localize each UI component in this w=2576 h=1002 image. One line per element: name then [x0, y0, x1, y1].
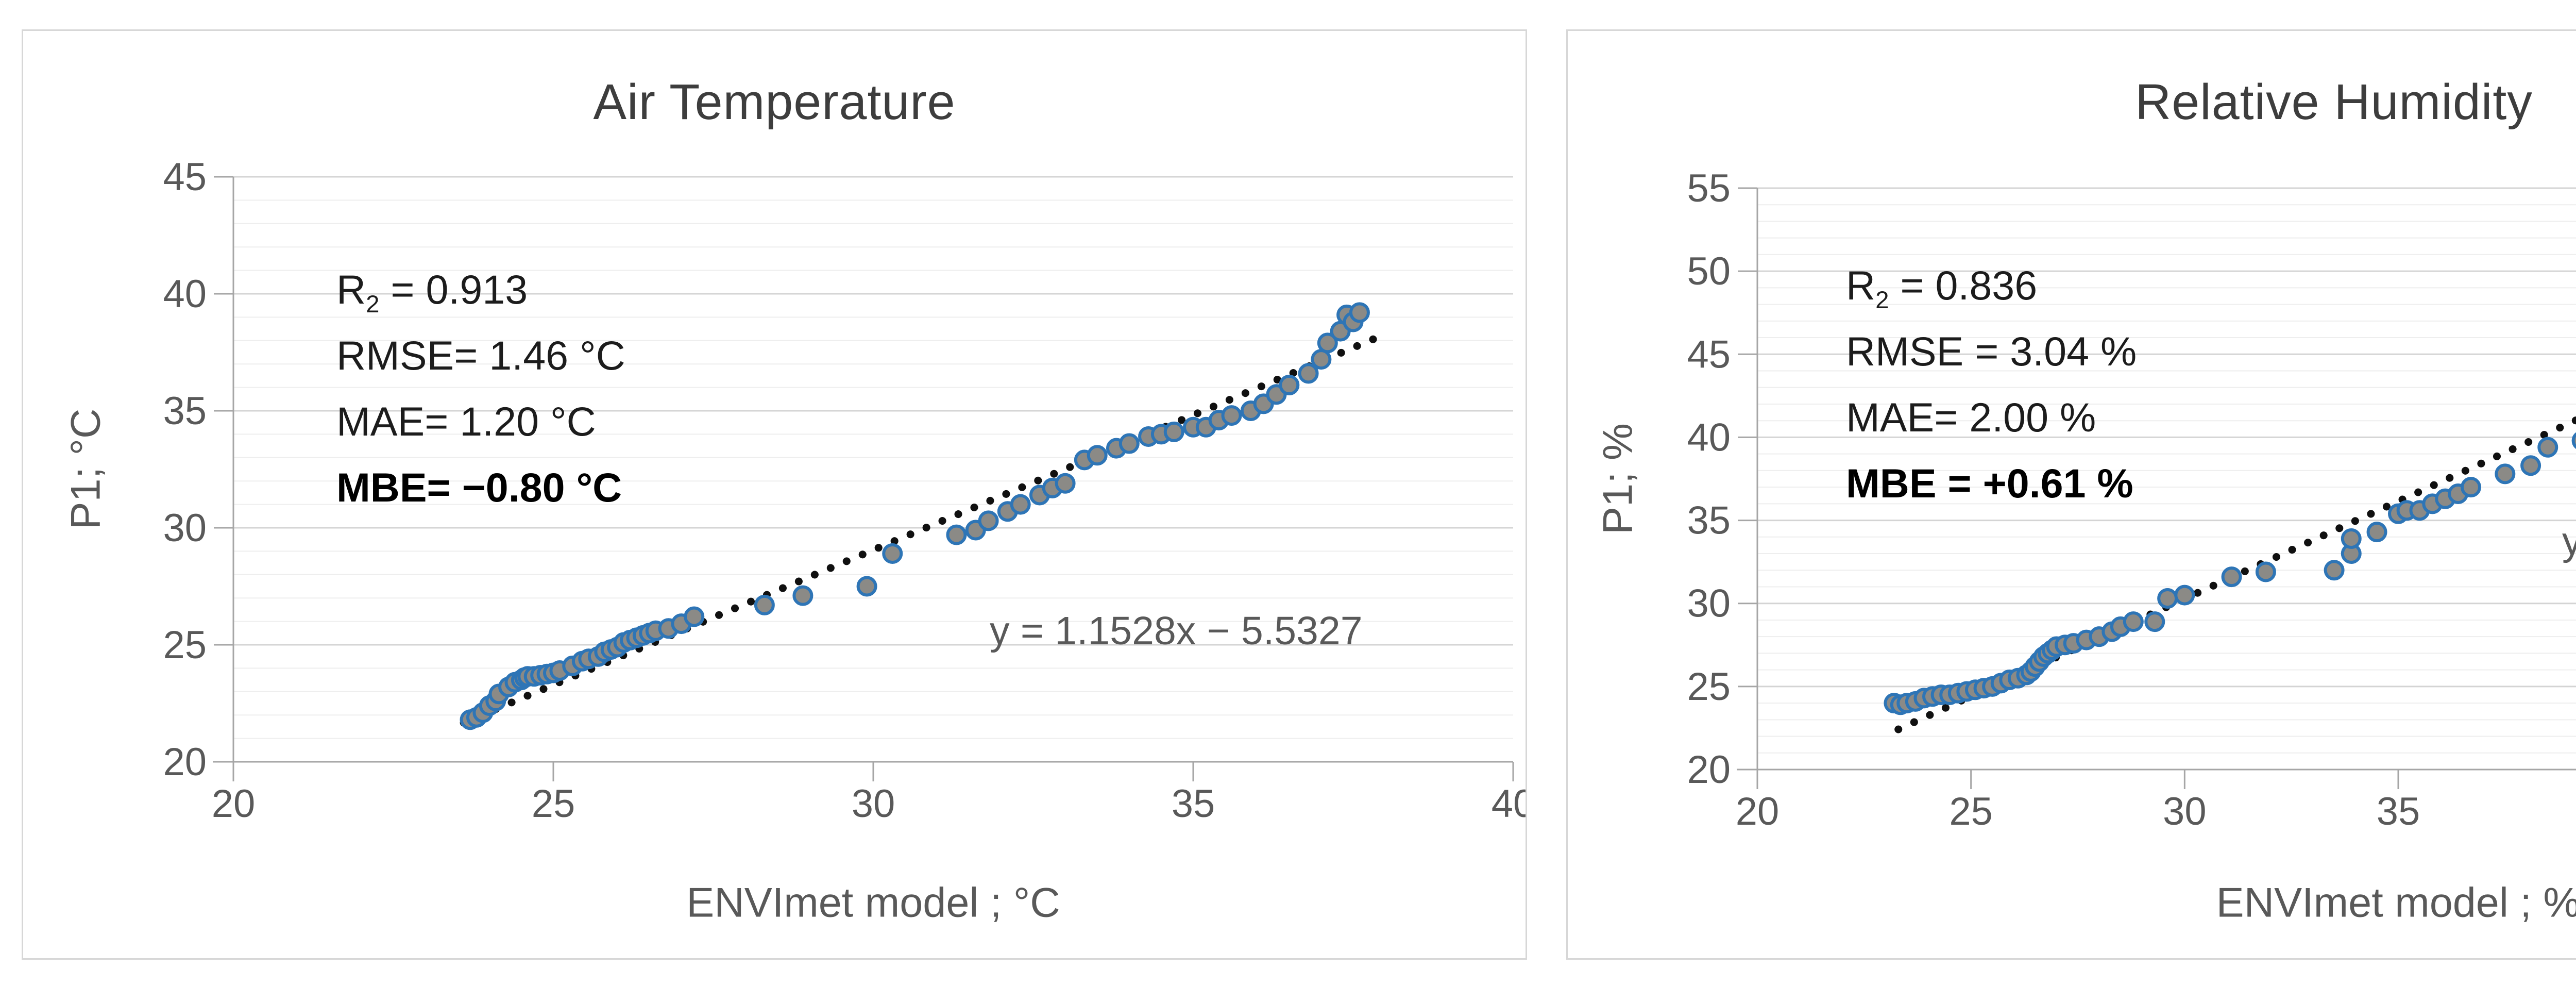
svg-text:35: 35 [1687, 499, 1731, 543]
stat-rmse: RMSE= 1.46 °C [336, 332, 625, 378]
stat-mae: MAE= 1.20 °C [336, 398, 596, 444]
svg-text:30: 30 [1687, 582, 1731, 626]
svg-text:30: 30 [163, 506, 207, 550]
x-axis-title-relative-humidity: ENVImet model ; % [2216, 879, 2576, 926]
stat-mbe: MBE= −0.80 °C [336, 464, 622, 510]
y-axis-title-air-temperature: P1; °C [62, 408, 109, 530]
svg-text:25: 25 [1687, 665, 1731, 709]
svg-text:40: 40 [1687, 415, 1731, 459]
chart-panel-relative-humidity: 202530354045502025303540455055 Relative … [1566, 29, 2576, 960]
svg-text:25: 25 [1949, 790, 1993, 833]
chart-title-air-temperature: Air Temperature [593, 74, 956, 130]
stat-mae: MAE= 2.00 % [1846, 394, 2096, 440]
svg-text:20: 20 [212, 782, 256, 826]
chart-title-relative-humidity: Relative Humidity [2135, 74, 2533, 130]
svg-text:40: 40 [163, 272, 207, 316]
svg-text:30: 30 [852, 782, 895, 826]
scatter-plot-relative-humidity: 202530354045502025303540455055 [1687, 166, 2576, 833]
svg-text:55: 55 [1687, 166, 1731, 210]
stat-rmse: RMSE = 3.04 % [1846, 328, 2137, 374]
stats-block-relative-humidity: R2 = 0.836 RMSE = 3.04 % MAE= 2.00 % MBE… [1846, 253, 2137, 516]
svg-text:35: 35 [2377, 790, 2420, 833]
svg-text:40: 40 [1492, 782, 1526, 826]
svg-text:20: 20 [1736, 790, 1780, 833]
stat-r2: R2 = 0.836 [1846, 262, 2038, 314]
svg-text:25: 25 [163, 623, 207, 667]
svg-text:25: 25 [532, 782, 575, 826]
svg-text:35: 35 [163, 389, 207, 433]
svg-text:50: 50 [1687, 249, 1731, 293]
svg-text:20: 20 [163, 740, 207, 784]
y-axis-title-relative-humidity: P1; % [1595, 423, 1641, 535]
svg-text:30: 30 [2163, 790, 2207, 833]
svg-text:45: 45 [1687, 332, 1731, 376]
svg-text:35: 35 [1172, 782, 1215, 826]
trendline-equation-relative-humidity: y = 1.1731x − 4.9144 [2562, 519, 2576, 563]
svg-text:20: 20 [1687, 748, 1731, 792]
stat-mbe: MBE = +0.61 % [1846, 460, 2133, 506]
trendline-equation-air-temperature: y = 1.1528x − 5.5327 [990, 609, 1363, 653]
x-axis-title-air-temperature: ENVImet model ; °C [686, 879, 1060, 926]
svg-text:45: 45 [163, 155, 207, 199]
chart-panel-air-temperature: 20 25 30 35 40 20 25 30 35 40 45 Air Temperature R… [22, 29, 1527, 960]
scatter-plot-air-temperature: 20 25 30 35 40 20 25 30 35 40 45 [163, 155, 1526, 826]
stat-r2: R2 = 0.913 [336, 266, 528, 318]
stats-block-air-temperature: R2 = 0.913 RMSE= 1.46 °C MAE= 1.20 °C MB… [336, 257, 625, 521]
